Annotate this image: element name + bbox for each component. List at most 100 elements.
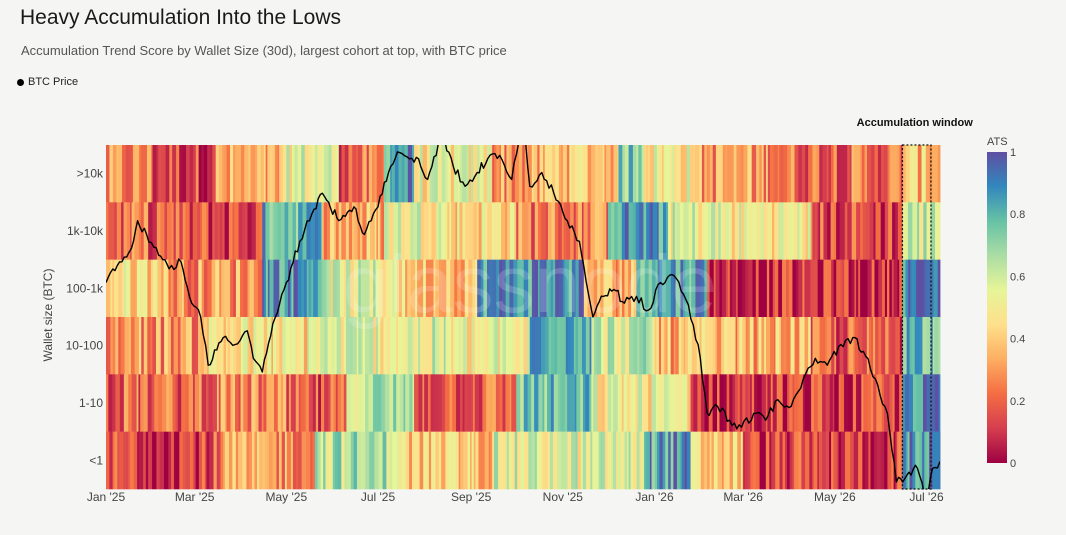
y-tick-label: <1 — [89, 453, 103, 467]
heat-cell — [106, 259, 167, 318]
heat-cell — [810, 317, 903, 375]
heat-cell — [286, 145, 340, 203]
heat-cell — [607, 202, 669, 260]
heat-cell — [902, 259, 941, 318]
heat-cell — [722, 202, 812, 260]
heat-cell — [322, 202, 385, 260]
y-tick-label: 100-1k — [66, 281, 104, 295]
x-tick-label: Jan '26 — [635, 490, 674, 504]
colorbar-tick-label: 0.6 — [1010, 271, 1025, 283]
heat-cell — [583, 259, 637, 318]
heat-cell — [516, 202, 609, 260]
heat-cell — [643, 145, 696, 203]
heat-cell — [307, 317, 447, 375]
colorbar-tick-label: 1 — [1010, 147, 1016, 159]
chart-title: Heavy Accumulation Into the Lows — [20, 6, 342, 29]
heat-cell — [152, 145, 217, 203]
chart-subtitle: Accumulation Trend Score by Wallet Size … — [21, 43, 507, 58]
colorbar: ATS 0 0.2 0.4 0.6 0.8 1 — [987, 136, 1025, 470]
heat-cell — [492, 431, 645, 490]
heat-cell — [106, 202, 175, 260]
x-tick-label: May '26 — [814, 490, 856, 504]
watermark: glassnode — [343, 239, 717, 330]
legend[interactable]: BTC Price — [17, 76, 78, 88]
accumulation-window-label: Accumulation window — [857, 117, 974, 129]
heat-cell — [529, 317, 592, 375]
heat-cell — [544, 145, 619, 203]
heat-cell — [492, 145, 546, 203]
heat-cell — [591, 317, 655, 375]
x-tick-label: Jul '25 — [361, 490, 396, 504]
y-tick-label: >10k — [77, 167, 104, 181]
heat-cell — [690, 374, 903, 432]
heat-cell — [445, 202, 517, 260]
x-tick-label: Jul '26 — [909, 490, 944, 504]
legend-dot-icon — [17, 78, 24, 86]
heat-cell — [314, 431, 400, 490]
legend-label: BTC Price — [28, 76, 79, 88]
heat-cell — [106, 317, 202, 375]
heat-cell — [399, 431, 493, 490]
btc-price-line — [106, 145, 940, 489]
heat-cell — [902, 374, 941, 432]
x-tick-label: Sep '25 — [451, 490, 492, 504]
heat-cell — [902, 145, 941, 203]
heat-cell — [743, 431, 903, 490]
y-tick-label: 1k-10k — [67, 224, 104, 238]
heat-cell — [414, 374, 517, 432]
accumulation-window: Accumulation window — [857, 117, 974, 490]
heat-cell — [384, 202, 447, 260]
heat-cell — [322, 259, 400, 318]
colorbar-tick-label: 0.4 — [1010, 334, 1025, 346]
heat-cell — [779, 145, 903, 203]
y-axis-label: Wallet size (BTC) — [41, 269, 55, 362]
heat-cell — [286, 374, 347, 432]
heat-cell — [445, 317, 531, 375]
heat-cell — [902, 202, 941, 260]
x-tick-label: Mar '26 — [723, 490, 763, 504]
heat-cell — [618, 145, 645, 203]
price-series — [106, 145, 940, 489]
y-axis: >10k 1k-10k 100-1k 10-100 1-10 <1 Wallet size … — [41, 167, 104, 468]
colorbar-tick-label: 0 — [1010, 458, 1016, 470]
heat-cell — [106, 431, 224, 490]
heat-cell — [338, 145, 385, 203]
heat-cell — [166, 259, 263, 318]
heat-cell — [346, 374, 415, 432]
accumulation-window-box — [901, 144, 932, 490]
heat-cell — [215, 145, 287, 203]
heat-cell — [643, 431, 691, 490]
heat-cell — [668, 202, 723, 260]
y-tick-label: 1-10 — [79, 396, 103, 410]
heat-cell — [173, 202, 263, 260]
heat-cell — [902, 317, 941, 375]
heat-cell — [106, 145, 153, 203]
heat-cell — [695, 145, 780, 203]
x-tick-label: Nov '25 — [543, 490, 584, 504]
colorbar-title: ATS — [987, 136, 1008, 148]
x-tick-label: May '25 — [265, 490, 307, 504]
heat-cell — [200, 317, 308, 375]
heat-cell — [194, 374, 287, 432]
x-axis: Jan '25 Mar '25 May '25 Jul '25 Sep '25 Nov '… — [87, 490, 944, 504]
heat-cell — [707, 259, 903, 318]
heat-cell — [591, 374, 691, 432]
colorbar-tick-label: 0.2 — [1010, 396, 1025, 408]
heat-cell — [223, 431, 316, 490]
heat-cell — [636, 259, 708, 318]
heat-cell — [654, 317, 765, 375]
colorbar-tick-label: 0.8 — [1010, 209, 1025, 221]
heat-cell — [414, 145, 493, 203]
heat-cell — [764, 317, 812, 375]
colorbar-gradient — [987, 152, 1007, 463]
watermark-text: glassnode — [343, 239, 717, 330]
x-tick-label: Mar '25 — [175, 490, 215, 504]
heat-cell — [262, 259, 323, 318]
heat-cell — [106, 374, 196, 432]
heat-cell — [690, 431, 744, 490]
heat-cell — [810, 202, 903, 260]
heatmap-cells — [106, 145, 941, 490]
heat-cell — [399, 259, 478, 318]
y-tick-label: 10-100 — [66, 339, 104, 353]
